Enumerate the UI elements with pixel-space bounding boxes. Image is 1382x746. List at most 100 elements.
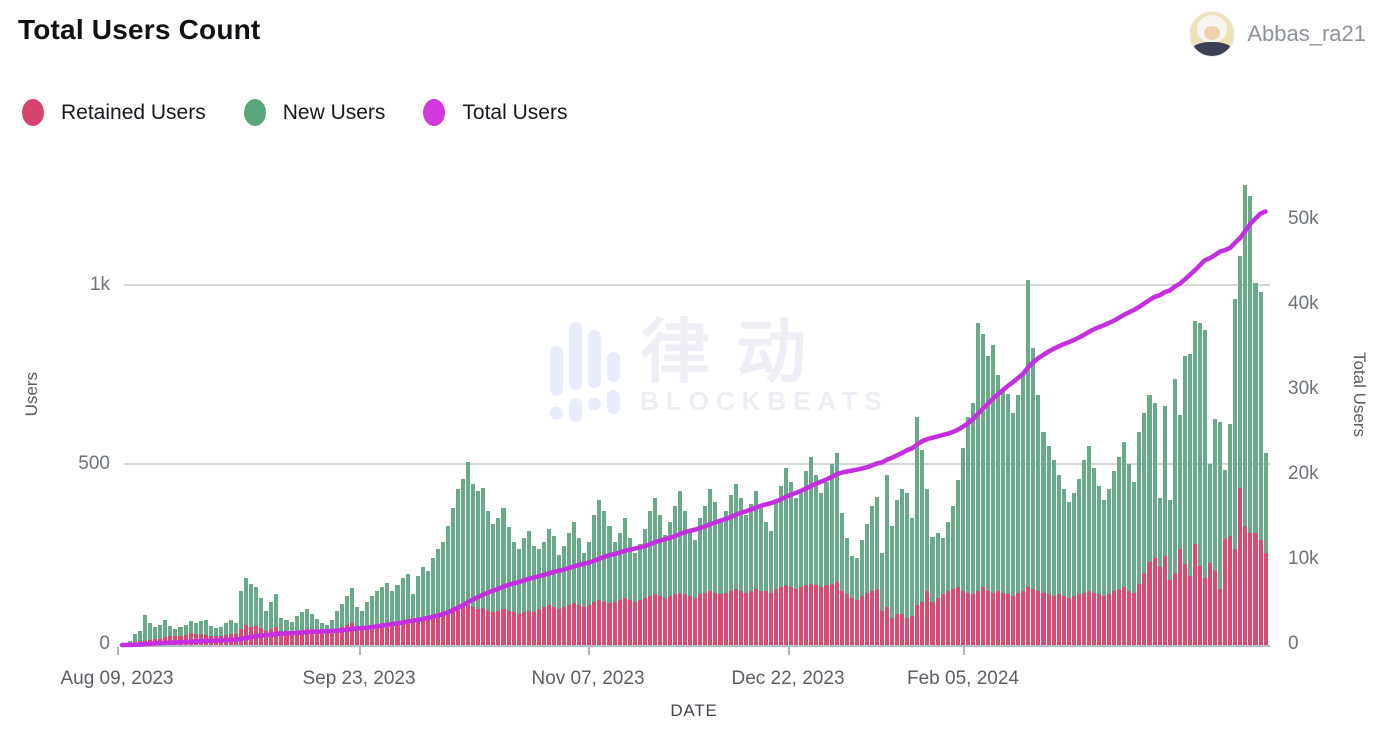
bar[interactable] [1223,180,1228,645]
bar[interactable] [420,180,425,645]
bar[interactable] [1157,180,1162,645]
bar[interactable] [819,180,824,645]
bar[interactable] [1243,180,1248,645]
bar[interactable] [662,180,668,645]
bar[interactable] [874,180,879,645]
bar[interactable] [1001,180,1006,645]
bar[interactable] [1076,180,1081,645]
bar[interactable] [1137,180,1142,645]
bar[interactable] [334,180,339,645]
bar[interactable] [1011,180,1016,645]
bar[interactable] [758,180,763,645]
bar[interactable] [728,180,733,645]
bar[interactable] [1238,180,1243,645]
bar[interactable] [501,180,506,645]
bar[interactable] [809,180,814,645]
bar[interactable] [844,180,849,645]
bar[interactable] [279,180,284,645]
bar[interactable] [637,180,642,645]
avatar[interactable] [1190,12,1235,56]
bar[interactable] [1132,180,1137,645]
bar[interactable] [713,180,718,645]
bar[interactable] [597,180,602,645]
bar[interactable] [1086,180,1091,645]
bar[interactable] [496,180,501,645]
bar[interactable] [859,180,864,645]
bar[interactable] [360,180,365,645]
bar[interactable] [799,180,804,645]
bar[interactable] [1091,180,1096,645]
bar[interactable] [657,180,662,645]
bar[interactable] [562,180,567,645]
bar[interactable] [1233,180,1238,645]
bar[interactable] [506,180,511,645]
bar[interactable] [1041,180,1046,645]
bar[interactable] [1177,180,1182,645]
bar[interactable] [748,180,753,645]
bar[interactable] [339,180,345,645]
bar[interactable] [1263,180,1268,645]
bar[interactable] [885,180,890,645]
bar[interactable] [1071,180,1076,645]
bar[interactable] [587,180,592,645]
bar[interactable] [481,180,486,645]
bar[interactable] [814,180,819,645]
bar[interactable] [471,180,476,645]
bar[interactable] [647,180,652,645]
bar[interactable] [1147,180,1152,645]
bar[interactable] [925,180,930,645]
bar[interactable] [350,180,355,645]
bar[interactable] [329,180,334,645]
bar[interactable] [1016,180,1021,645]
bar[interactable] [980,180,985,645]
bar[interactable] [309,180,314,645]
bar[interactable] [1046,180,1051,645]
bar[interactable] [612,180,617,645]
bar[interactable] [319,180,324,645]
bar[interactable] [1102,180,1107,645]
bar[interactable] [784,180,789,645]
bar[interactable] [1097,180,1102,645]
bar[interactable] [1162,180,1167,645]
bar[interactable] [617,180,622,645]
bar[interactable] [693,180,698,645]
legend-item-new-users[interactable]: New Users [243,99,385,126]
bar[interactable] [627,180,632,645]
bar[interactable] [768,180,773,645]
bar[interactable] [1197,180,1202,645]
bar[interactable] [718,180,723,645]
bar[interactable] [304,180,309,645]
bar[interactable] [294,180,299,645]
bar[interactable] [395,180,400,645]
bar[interactable] [985,180,991,645]
bar[interactable] [375,180,380,645]
bar[interactable] [834,180,839,645]
bar[interactable] [622,180,627,645]
bar[interactable] [405,180,410,645]
bar[interactable] [673,180,678,645]
bar[interactable] [683,180,688,645]
bar[interactable] [345,180,350,645]
bar[interactable] [435,180,440,645]
bar[interactable] [1061,180,1066,645]
bar[interactable] [864,180,869,645]
bar[interactable] [1051,180,1056,645]
bar[interactable] [869,180,874,645]
bar[interactable] [789,180,794,645]
bar[interactable] [1117,180,1122,645]
bar[interactable] [950,180,955,645]
bar[interactable] [854,180,859,645]
bar[interactable] [839,180,844,645]
bar[interactable] [188,180,193,645]
bar[interactable] [451,180,456,645]
bar[interactable] [1258,180,1263,645]
bar[interactable] [1026,180,1031,645]
bar[interactable] [1152,180,1157,645]
bar[interactable] [738,180,743,645]
bar[interactable] [264,180,269,645]
bar[interactable] [1127,180,1132,645]
bar[interactable] [1208,180,1213,645]
bar[interactable] [774,180,779,645]
bar[interactable] [1142,180,1147,645]
bar[interactable] [829,180,834,645]
